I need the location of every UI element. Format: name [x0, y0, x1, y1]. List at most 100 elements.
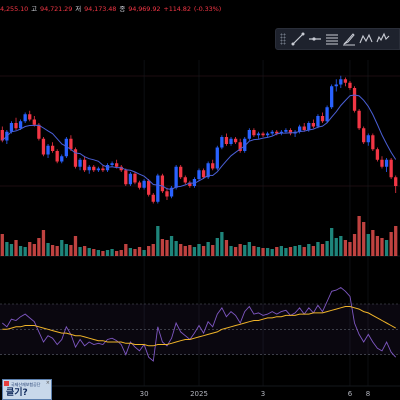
candle-body [192, 179, 197, 186]
volume-bar [307, 244, 311, 256]
volume-bar [247, 242, 251, 256]
pattern-icon[interactable] [357, 29, 374, 49]
volume-bar [60, 240, 64, 256]
candle-body [288, 130, 293, 134]
candle-body [18, 121, 23, 129]
drag-handle-icon[interactable] [280, 33, 286, 45]
volume-bars [0, 216, 398, 256]
candle-body [128, 173, 133, 185]
candle-body [247, 130, 251, 139]
high-label: 고 [31, 5, 38, 13]
volume-bar [32, 244, 36, 256]
high-value: 94,721.29 [40, 5, 73, 13]
candle-body [64, 138, 68, 157]
volume-bar [238, 244, 242, 256]
volume-bar [110, 249, 114, 256]
ad-top-text: 국제산재보험공단 [11, 382, 41, 387]
candle-body [357, 110, 361, 129]
volume-bar [18, 246, 23, 256]
volume-bar [5, 242, 9, 256]
candle-body [220, 137, 224, 148]
volume-bar [133, 249, 137, 256]
candle-body [384, 159, 389, 167]
volume-bar [78, 247, 82, 256]
volume-bar [362, 222, 366, 256]
candle-body [297, 126, 302, 132]
volume-bar [316, 242, 320, 256]
volume-bar [69, 245, 73, 256]
volume-bar [357, 216, 361, 256]
candle-body [160, 175, 165, 192]
volume-bar [37, 238, 41, 256]
candle-body [320, 116, 325, 122]
elliott-wave-icon[interactable] [374, 29, 391, 49]
volume-bar [215, 238, 219, 256]
x-tick-label: 2025 [190, 390, 208, 398]
candle-body [362, 128, 366, 143]
candle-body [183, 177, 187, 183]
candle-body [96, 168, 101, 171]
candle-body [69, 138, 73, 150]
candle-body [394, 177, 398, 186]
candlesticks [0, 75, 398, 204]
horizontal-ray-icon[interactable] [306, 29, 323, 49]
candle-body [124, 170, 128, 185]
moving-average-line [1, 94, 397, 191]
volume-bar [0, 234, 4, 256]
volume-bar [320, 244, 325, 256]
candle-body [352, 88, 357, 111]
candle-body [142, 180, 146, 188]
candle-body [14, 123, 18, 129]
candle-body [37, 124, 41, 139]
volume-bar [339, 236, 343, 256]
volume-bar [325, 241, 329, 256]
candle-body [23, 114, 27, 122]
candle-body [115, 163, 119, 167]
volume-bar [384, 240, 389, 256]
volume-bar [275, 247, 279, 256]
candle-body [0, 130, 4, 141]
candle-body [389, 159, 393, 178]
trend-line-icon[interactable] [289, 29, 306, 49]
brush-icon[interactable] [340, 29, 357, 49]
candle-body [243, 138, 247, 151]
candle-body [32, 119, 36, 125]
volume-bar [343, 240, 348, 256]
candle-body [316, 116, 320, 127]
change-value: +114.82 [163, 5, 191, 13]
x-tick-label: 3 [261, 390, 265, 398]
volume-bar [115, 251, 119, 256]
candle-body [275, 131, 279, 134]
volume-bar [92, 249, 96, 256]
volume-bar [211, 245, 215, 256]
candle-body [330, 86, 334, 108]
volume-bar [179, 244, 183, 256]
close-label: 종 [119, 5, 126, 13]
candle-body [224, 137, 229, 144]
volume-bar [82, 246, 87, 256]
volume-bar [375, 236, 380, 256]
volume-bar [105, 250, 110, 256]
close-icon[interactable]: × [45, 380, 50, 386]
fib-retracement-icon[interactable] [323, 29, 340, 49]
volume-bar [366, 234, 370, 256]
ad-banner[interactable]: 국제산재보험공단 클기? × [2, 379, 52, 400]
volume-bar [270, 249, 274, 256]
candle-body [28, 114, 32, 120]
candle-body [233, 138, 238, 143]
volume-bar [380, 238, 384, 256]
volume-bar [50, 245, 55, 256]
candle-body [334, 84, 338, 87]
volume-bar [284, 248, 288, 256]
candle-body [197, 170, 201, 179]
candle-body [252, 130, 256, 136]
candle-body [371, 135, 375, 150]
candle-body [261, 133, 265, 136]
candle-body [101, 168, 105, 171]
candle-body [284, 130, 288, 132]
volume-bar [389, 232, 393, 256]
low-value: 94,173.48 [84, 5, 117, 13]
volume-bar [330, 228, 334, 256]
volume-bar [142, 250, 146, 256]
